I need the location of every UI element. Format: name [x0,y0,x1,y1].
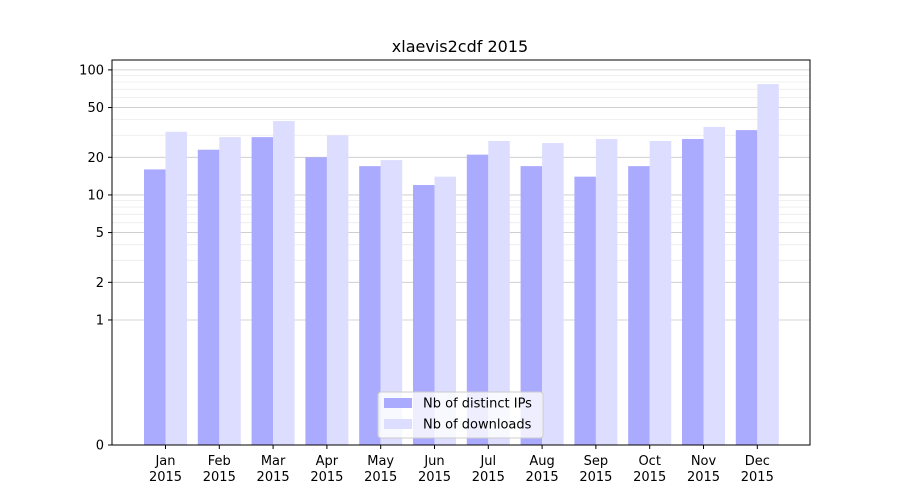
x-tick-label: Jul 2015 [472,454,505,485]
x-tick-label: Jun 2015 [418,454,451,485]
bar-distinct-ips [520,166,543,445]
y-tick-label: 10 [87,188,104,203]
bar-downloads [488,140,510,445]
y-tick-label: 20 [87,151,104,166]
y-tick-label: 50 [87,101,104,116]
bar-downloads [273,121,295,446]
plot-frame [111,59,811,446]
bar-distinct-ips [251,137,274,445]
x-tick-label: Nov 2015 [687,454,720,485]
bar-downloads [703,126,725,446]
chart-title: xlaevis2cdf 2015 [392,37,528,56]
y-tick-label: 1 [96,313,104,328]
x-tick-label: Oct 2015 [633,454,666,485]
bars [144,84,779,446]
x-axis: Jan 2015 Feb 2015 Mar 2015 Apr 2015 May 2015 Jun 20… [149,445,774,485]
x-tick-label: Mar 2015 [257,454,290,485]
bar-distinct-ips [197,149,220,446]
bar-downloads [380,160,403,445]
y-axis: 0 1 2 5 10 20 50 100 [79,63,112,454]
legend-label: Nb of downloads [423,418,532,433]
bar-distinct-ips [413,185,435,445]
x-tick-label: Aug 2015 [526,454,559,485]
bar-distinct-ips [144,169,166,445]
bar-downloads [165,131,187,445]
bar-downloads [757,84,779,446]
x-tick-label: Feb 2015 [203,454,236,485]
bar-downloads [326,135,349,445]
x-tick-label: Sep 2015 [579,454,612,485]
bar-distinct-ips [466,154,489,446]
x-tick-label: Apr 2015 [310,454,343,485]
legend-swatch [384,419,412,429]
legend-swatch [384,398,412,408]
bar-downloads [542,143,564,445]
legend: Nb of distinct IPs Nb of downloads [377,391,544,439]
bar-distinct-ips [735,130,758,445]
legend-box [377,391,544,439]
bar-distinct-ips [359,166,381,445]
y-tick-label: 100 [79,63,104,78]
bar-distinct-ips [628,166,650,445]
bar-downloads [595,139,618,445]
x-tick-label: Jan 2015 [149,454,182,485]
x-tick-label: May 2015 [364,454,397,485]
bar-downloads [434,176,456,445]
bar-distinct-ips [574,176,596,445]
bar-distinct-ips [682,139,704,445]
x-tick-label: Dec 2015 [741,454,774,485]
y-tick-label: 0 [96,439,104,454]
y-tick-label: 5 [96,226,104,241]
bar-distinct-ips [305,157,327,445]
y-tick-label: 2 [96,276,104,291]
bar-downloads [649,140,672,445]
legend-label: Nb of distinct IPs [423,397,532,412]
bar-downloads [219,137,241,445]
